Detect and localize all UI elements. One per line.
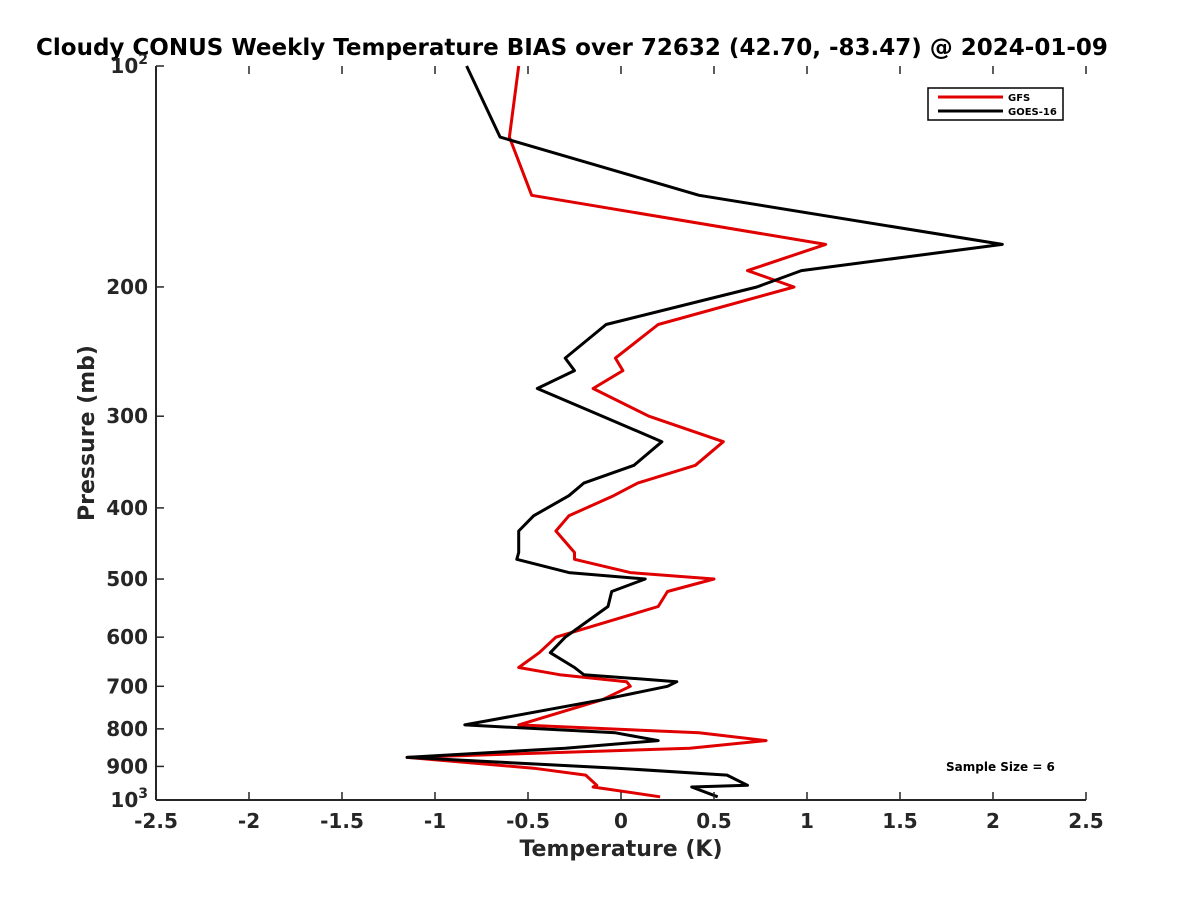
legend: GFS GOES-16 bbox=[927, 87, 1064, 121]
y-tick-label-base: 300 bbox=[106, 404, 148, 428]
y-tick-label-exponent: 3 bbox=[138, 786, 148, 802]
y-tick-label-base: 600 bbox=[106, 625, 148, 649]
y-tick-label: 700 bbox=[106, 674, 148, 698]
y-tick-label-base: 700 bbox=[106, 674, 148, 698]
x-tick-label: -2 bbox=[238, 809, 260, 833]
y-tick-label-base: 800 bbox=[106, 717, 148, 741]
x-tick-label: 2 bbox=[986, 809, 1000, 833]
x-tick-label: 1.5 bbox=[882, 809, 917, 833]
y-axis-label: Pressure (mb) bbox=[75, 345, 100, 521]
y-tick-label: 600 bbox=[106, 625, 148, 649]
series-lines bbox=[405, 65, 1004, 799]
x-tick-label: -1 bbox=[424, 809, 446, 833]
y-tick-label: 500 bbox=[106, 567, 148, 591]
y-tick-label-base: 200 bbox=[106, 275, 148, 299]
y-tick-label: 200 bbox=[106, 275, 148, 299]
x-tick-label: -1.5 bbox=[320, 809, 364, 833]
y-tick-label: 102 bbox=[110, 52, 148, 78]
y-tick-label-base: 900 bbox=[106, 754, 148, 778]
x-axis-label: Temperature (K) bbox=[519, 837, 722, 862]
x-tick-label: 0 bbox=[614, 809, 628, 833]
series-line-goes-16 bbox=[405, 65, 1004, 799]
sample-size-annotation: Sample Size = 6 bbox=[946, 760, 1055, 774]
legend-box bbox=[927, 87, 1064, 121]
y-tick-label: 900 bbox=[106, 754, 148, 778]
y-tick-label: 800 bbox=[106, 717, 148, 741]
y-tick-label-exponent: 2 bbox=[138, 52, 148, 68]
x-tick-label: 0.5 bbox=[696, 809, 731, 833]
y-tick-label-base: 10 bbox=[110, 788, 138, 812]
chart-title: Cloudy CONUS Weekly Temperature BIAS ove… bbox=[36, 35, 1108, 61]
y-tick-label-base: 500 bbox=[106, 567, 148, 591]
x-tick-label: -0.5 bbox=[506, 809, 550, 833]
y-tick-label-base: 400 bbox=[106, 496, 148, 520]
legend-label: GOES-16 bbox=[1008, 107, 1057, 118]
series-line-gfs bbox=[405, 65, 828, 799]
y-tick-label: 300 bbox=[106, 404, 148, 428]
x-tick-label: -2.5 bbox=[134, 809, 178, 833]
y-tick-label: 103 bbox=[110, 786, 148, 812]
legend-label: GFS bbox=[1008, 93, 1030, 104]
x-tick-label: 1 bbox=[800, 809, 814, 833]
y-tick-label-base: 10 bbox=[110, 54, 138, 78]
x-tick-label: 2.5 bbox=[1068, 809, 1103, 833]
x-axis-ticks: -2.5 -2 -1.5 -1 -0.5 0 0.5 1 1.5 2 2.5 bbox=[134, 66, 1104, 833]
y-tick-label: 400 bbox=[106, 496, 148, 520]
